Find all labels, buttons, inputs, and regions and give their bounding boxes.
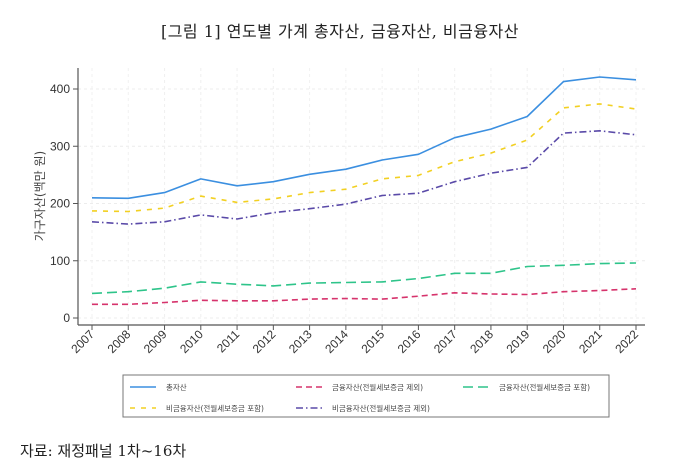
x-tick-label: 2022	[612, 327, 641, 356]
legend-label: 비금융자산(전월세보증금 제외)	[332, 403, 430, 413]
x-tick-label: 2021	[576, 327, 605, 356]
x-tick-label: 2009	[141, 327, 170, 356]
x-tick-label: 2019	[504, 327, 533, 356]
series-line-3	[91, 103, 637, 213]
series-line-2	[91, 262, 637, 295]
legend-label: 총자산	[166, 382, 187, 392]
x-tick-label: 2016	[395, 327, 424, 356]
legend-label: 비금융자산(전월세보증금 포함)	[166, 403, 264, 413]
x-tick-label: 2017	[431, 327, 460, 356]
legend: 총자산 금융자산(전월세보증금 제외) 금융자산(전월세보증금 포함) 비금융자산(전…	[122, 374, 610, 418]
series-line-0	[91, 76, 637, 200]
y-tick-label: 100	[50, 254, 70, 268]
legend-label: 금융자산(전월세보증금 포함)	[499, 382, 590, 392]
grid-lines	[78, 68, 645, 325]
y-tick-label: 0	[63, 311, 70, 325]
y-tick-label: 200	[50, 197, 70, 211]
x-tick-label: 2013	[286, 327, 315, 356]
legend-label: 금융자산(전월세보증금 제외)	[332, 382, 423, 392]
series-line-4	[91, 130, 637, 225]
x-tick-label: 2012	[250, 327, 279, 356]
figure-title: [그림 1] 연도별 가계 총자산, 금융자산, 비금융자산	[160, 22, 520, 41]
series-line-1	[92, 288, 637, 306]
x-tick-label: 2014	[322, 327, 351, 356]
x-tick-label: 2020	[540, 327, 569, 356]
series-lines	[91, 76, 637, 306]
x-tick-label: 2008	[105, 327, 134, 356]
x-tick-label: 2007	[68, 327, 97, 356]
legend-box	[122, 374, 610, 418]
y-tick-label: 400	[50, 82, 70, 96]
x-tick-label: 2018	[467, 327, 496, 356]
x-tick-label: 2011	[214, 327, 242, 355]
x-tick-label: 2010	[177, 327, 206, 356]
y-tick-label: 300	[50, 139, 70, 153]
source-note: 자료: 재정패널 1차~16차	[20, 442, 187, 460]
y-axis-label: 가구자산(백만 원)	[33, 151, 47, 241]
x-tick-label: 2015	[358, 327, 387, 356]
